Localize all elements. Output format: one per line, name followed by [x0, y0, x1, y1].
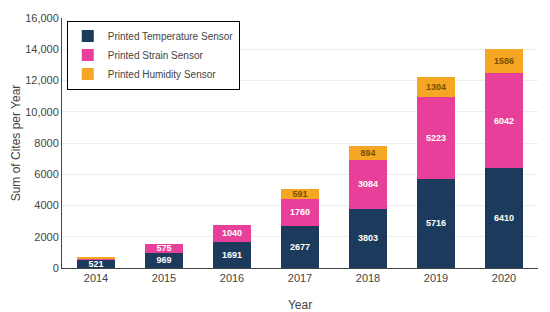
svg-text:6042: 6042 — [494, 116, 514, 126]
svg-text:1586: 1586 — [494, 56, 514, 66]
svg-text:6000: 6000 — [34, 168, 58, 180]
svg-text:Printed Strain Sensor: Printed Strain Sensor — [108, 50, 204, 61]
svg-text:3084: 3084 — [358, 179, 378, 189]
svg-text:2017: 2017 — [288, 272, 312, 284]
svg-text:575: 575 — [156, 243, 171, 253]
svg-text:14,000: 14,000 — [25, 43, 59, 55]
svg-text:10,000: 10,000 — [25, 106, 59, 118]
svg-text:1304: 1304 — [426, 82, 446, 92]
svg-text:2019: 2019 — [424, 272, 448, 284]
svg-text:5716: 5716 — [426, 218, 446, 228]
svg-text:12,000: 12,000 — [25, 74, 59, 86]
svg-text:3803: 3803 — [358, 233, 378, 243]
svg-text:2000: 2000 — [34, 231, 58, 243]
svg-text:969: 969 — [156, 255, 171, 265]
svg-text:5223: 5223 — [426, 133, 446, 143]
svg-text:1760: 1760 — [290, 207, 310, 217]
svg-text:4000: 4000 — [34, 199, 58, 211]
svg-text:2018: 2018 — [356, 272, 380, 284]
svg-text:521: 521 — [88, 259, 103, 269]
svg-text:Sum of Cites per Year: Sum of Cites per Year — [9, 85, 23, 202]
svg-text:16,000: 16,000 — [25, 12, 59, 24]
svg-text:6410: 6410 — [494, 213, 514, 223]
svg-text:2677: 2677 — [290, 242, 310, 252]
svg-text:1691: 1691 — [222, 250, 242, 260]
svg-text:Printed Humidity Sensor: Printed Humidity Sensor — [108, 69, 216, 80]
svg-text:2014: 2014 — [84, 272, 108, 284]
svg-text:Printed Temperature Sensor: Printed Temperature Sensor — [108, 31, 234, 42]
svg-text:894: 894 — [360, 148, 375, 158]
svg-text:2020: 2020 — [492, 272, 516, 284]
svg-text:2015: 2015 — [152, 272, 176, 284]
svg-text:591: 591 — [292, 189, 307, 199]
svg-text:2016: 2016 — [220, 272, 244, 284]
svg-text:0: 0 — [53, 262, 59, 274]
svg-text:8000: 8000 — [34, 137, 58, 149]
svg-text:Year: Year — [288, 298, 312, 312]
svg-text:1040: 1040 — [222, 228, 242, 238]
